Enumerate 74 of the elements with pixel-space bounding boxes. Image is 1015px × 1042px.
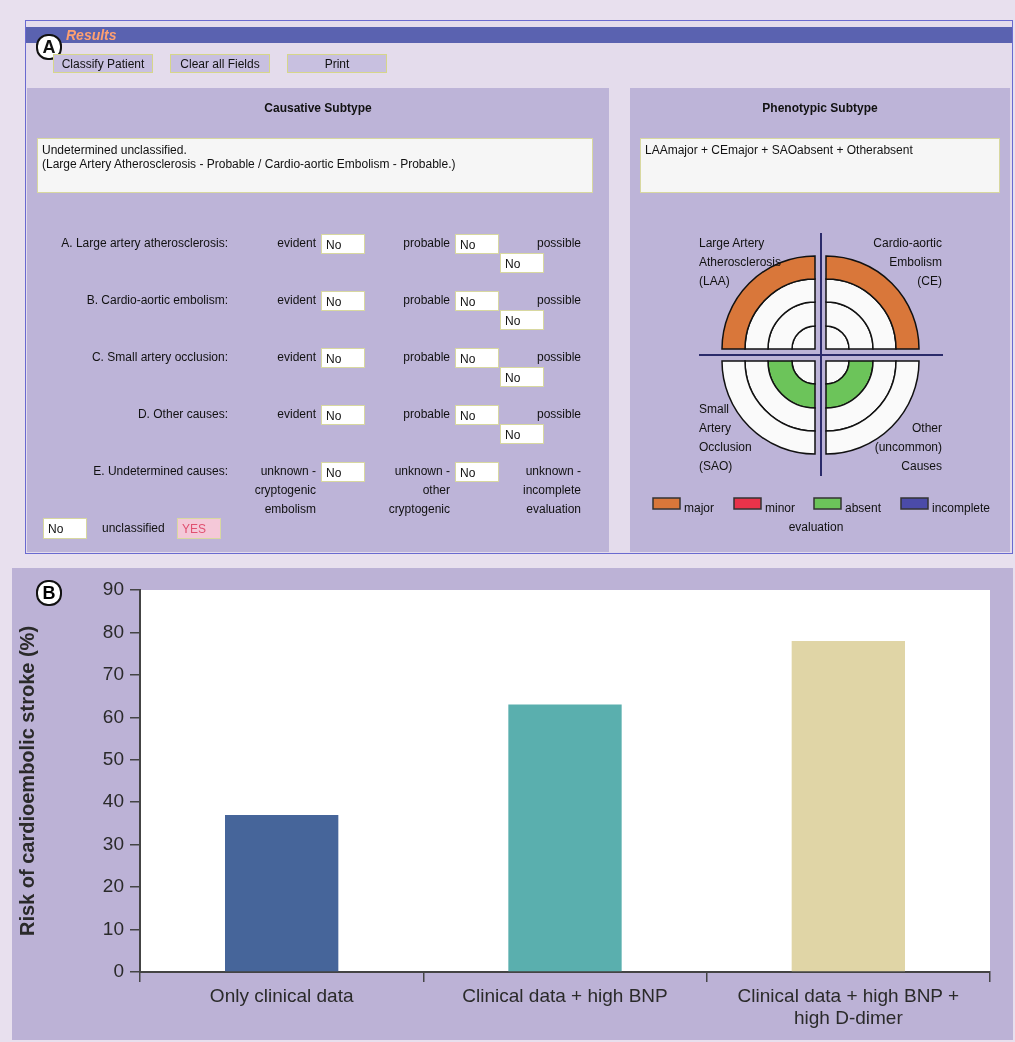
y-tick-label: 70 bbox=[102, 663, 124, 685]
input-field: No bbox=[321, 462, 365, 482]
y-tick-label: 20 bbox=[102, 875, 124, 897]
text: Other (uncommon) Causes bbox=[873, 420, 942, 475]
input-field: No bbox=[500, 424, 544, 444]
text: Cardio-aortic Embolism (CE) bbox=[872, 235, 942, 290]
button: Classify Patient bbox=[53, 54, 153, 73]
text: probable bbox=[402, 292, 450, 309]
input-field: No bbox=[455, 291, 499, 311]
text: incomplete bbox=[932, 500, 991, 517]
text: C. Small artery occlusion: bbox=[90, 349, 228, 366]
input-field: No bbox=[321, 291, 365, 311]
button: Print bbox=[287, 54, 387, 73]
text: Causative Subtype bbox=[263, 100, 373, 117]
x-tick-label: Clinical data + high BNP bbox=[462, 984, 668, 1006]
y-tick-label: 10 bbox=[102, 917, 124, 939]
x-tick-label: Clinical data + high BNP + high D-dimer bbox=[737, 984, 960, 1029]
input-field: No bbox=[321, 348, 365, 368]
text: unclassified bbox=[102, 520, 165, 537]
text: Small Artery Occlusion (SAO) bbox=[699, 401, 752, 475]
bar bbox=[225, 814, 339, 972]
y-tick-label: 50 bbox=[102, 748, 124, 770]
text: unknown - incomplete evaluation bbox=[521, 463, 581, 518]
y-tick-label: 30 bbox=[102, 832, 124, 854]
text: unknown - other cryptogenic bbox=[387, 463, 450, 518]
text: E. Undetermined causes: bbox=[92, 463, 228, 480]
text: A. Large artery atherosclerosis: bbox=[60, 235, 228, 252]
text: absent bbox=[845, 500, 882, 517]
input-field: No bbox=[455, 405, 499, 425]
input-field: No bbox=[500, 310, 544, 330]
text: B bbox=[36, 580, 62, 606]
y-axis-title: Risk of cardioembolic stroke (%) bbox=[15, 625, 38, 937]
text: Undetermined unclassified. bbox=[42, 142, 187, 159]
input-field: No bbox=[455, 462, 499, 482]
input-field: No bbox=[500, 367, 544, 387]
text: minor bbox=[765, 500, 796, 517]
text: evident bbox=[276, 292, 316, 309]
input-field: No bbox=[321, 405, 365, 425]
bar bbox=[508, 704, 622, 972]
text: unknown - cryptogenic embolism bbox=[254, 464, 316, 516]
text: evaluation bbox=[787, 519, 845, 536]
text: Results bbox=[66, 27, 117, 43]
y-tick-label: 0 bbox=[113, 960, 124, 982]
text: probable bbox=[402, 235, 450, 252]
y-tick-label: 60 bbox=[102, 705, 124, 727]
input-field: YES bbox=[177, 518, 221, 539]
text: possible bbox=[535, 349, 581, 366]
input-field: No bbox=[455, 234, 499, 254]
text: evident bbox=[276, 349, 316, 366]
text: possible bbox=[535, 406, 581, 423]
text: Phenotypic Subtype bbox=[761, 100, 879, 117]
x-tick-label: Only clinical data bbox=[209, 984, 354, 1006]
text: Large Artery Atherosclerosis (LAA) bbox=[699, 235, 782, 290]
text: evident bbox=[276, 406, 316, 423]
bar bbox=[791, 640, 905, 972]
text: major bbox=[684, 500, 715, 517]
text: probable bbox=[402, 406, 450, 423]
text: A bbox=[36, 34, 62, 60]
text: LAAmajor + CEmajor + SAOabsent + Otherabsent bbox=[645, 142, 913, 159]
text: probable bbox=[402, 349, 450, 366]
input-field: No bbox=[43, 518, 87, 539]
input-field: No bbox=[321, 234, 365, 254]
text: possible bbox=[535, 292, 581, 309]
button: Clear all Fields bbox=[170, 54, 270, 73]
text: evident bbox=[276, 235, 316, 252]
text: D. Other causes: bbox=[136, 406, 228, 423]
text: B. Cardio-aortic embolism: bbox=[85, 292, 228, 309]
input-field: No bbox=[500, 253, 544, 273]
text: (Large Artery Atherosclerosis - Probable / Cardio-aortic Embolism - Probable.) bbox=[42, 156, 456, 173]
y-tick-label: 80 bbox=[102, 620, 124, 642]
input-field: No bbox=[455, 348, 499, 368]
y-tick-label: 40 bbox=[102, 790, 124, 812]
y-tick-label: 90 bbox=[102, 578, 124, 600]
text: possible bbox=[535, 235, 581, 252]
